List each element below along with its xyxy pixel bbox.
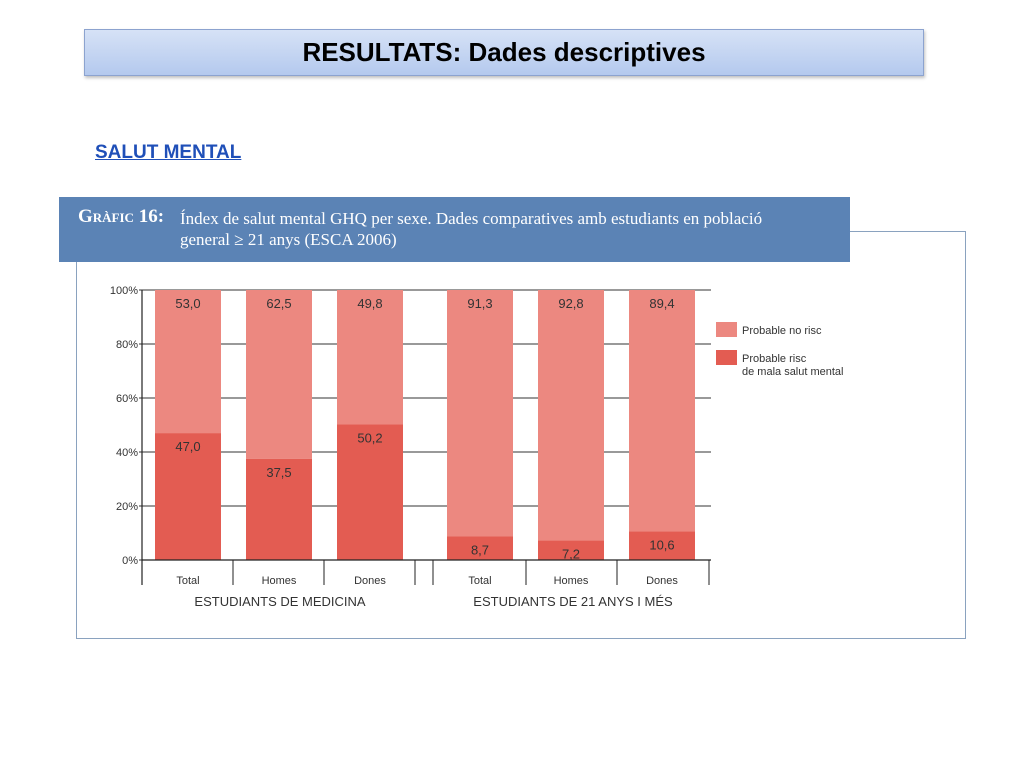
legend-swatch (716, 350, 737, 365)
y-tick-label: 0% (122, 555, 138, 567)
data-label-no-risc: 53,0 (175, 296, 200, 311)
x-category-label: Total (176, 575, 199, 587)
x-group-label: ESTUDIANTS DE 21 ANYS I MÉS (473, 594, 673, 609)
bar-segment-no-risc (246, 290, 312, 459)
x-category-label: Dones (354, 575, 386, 587)
bar-segment-risc (337, 424, 403, 560)
y-tick-label: 100% (110, 285, 138, 297)
bar-segment-risc (538, 540, 604, 560)
legend-label: Probable risc (742, 353, 807, 365)
bar-segment-risc (447, 536, 513, 560)
bar-segment-no-risc (538, 290, 604, 541)
x-category-label: Homes (262, 575, 297, 587)
bar-segment-risc (246, 458, 312, 560)
data-label-no-risc: 49,8 (357, 296, 382, 311)
data-label-risc: 8,7 (471, 543, 489, 558)
slide-title: RESULTATS: Dades descriptives (302, 37, 706, 67)
y-tick-label: 20% (116, 501, 138, 513)
chart-title-line-2: general ≥ 21 anys (ESCA 2006) (180, 230, 397, 249)
data-label-risc: 47,0 (175, 439, 200, 454)
y-tick-label: 80% (116, 339, 138, 351)
y-tick-label: 40% (116, 447, 138, 459)
legend-label: de mala salut mental (742, 366, 844, 378)
bar-segment-no-risc (155, 290, 221, 434)
data-label-no-risc: 62,5 (266, 296, 291, 311)
bar-segment-no-risc (337, 290, 403, 425)
bar-segment-risc (155, 433, 221, 560)
x-group-label: ESTUDIANTS DE MEDICINA (194, 594, 366, 609)
data-label-risc: 37,5 (266, 465, 291, 480)
x-category-label: Total (468, 575, 491, 587)
data-label-no-risc: 89,4 (649, 296, 674, 311)
data-label-no-risc: 92,8 (558, 296, 583, 311)
x-category-label: Homes (554, 575, 589, 587)
data-label-risc: 50,2 (357, 430, 382, 445)
chart-frame (76, 231, 966, 639)
data-label-risc: 10,6 (649, 537, 674, 552)
bar-segment-no-risc (447, 290, 513, 537)
legend-label: Probable no risc (742, 325, 822, 337)
data-label-risc: 7,2 (562, 547, 580, 562)
section-link-salut-mental[interactable]: SALUT MENTAL (95, 142, 242, 163)
slide-title-box: RESULTATS: Dades descriptives (84, 29, 924, 76)
y-tick-label: 60% (116, 393, 138, 405)
bar-segment-risc (629, 531, 695, 560)
chart-title-line-1: Índex de salut mental GHQ per sexe. Dade… (180, 209, 763, 228)
chart-number-label: Gràfic 16: (78, 206, 165, 227)
x-category-label: Dones (646, 575, 678, 587)
data-label-no-risc: 91,3 (467, 296, 492, 311)
legend-swatch (716, 322, 737, 337)
chart-header: Gràfic 16: Índex de salut mental GHQ per… (59, 197, 850, 262)
bar-segment-no-risc (629, 290, 695, 532)
